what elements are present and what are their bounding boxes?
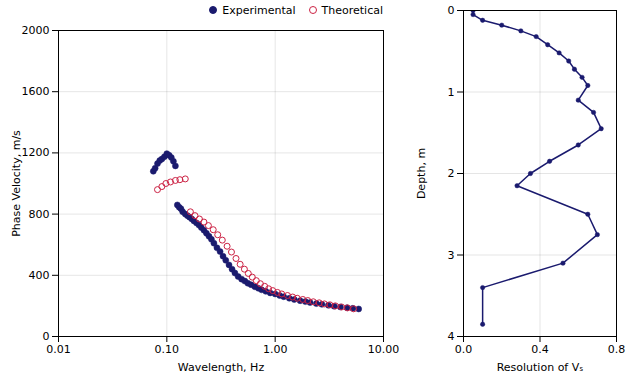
svg-text:0.10: 0.10 bbox=[155, 343, 180, 356]
svg-text:3: 3 bbox=[448, 249, 455, 262]
svg-text:400: 400 bbox=[29, 269, 50, 282]
svg-text:0.8: 0.8 bbox=[608, 343, 626, 356]
svg-text:4: 4 bbox=[448, 330, 455, 343]
svg-text:2: 2 bbox=[448, 167, 455, 180]
svg-text:0: 0 bbox=[448, 4, 455, 17]
svg-text:0.0: 0.0 bbox=[455, 343, 473, 356]
html-text:Theoretical: Theoretical bbox=[321, 3, 383, 17]
svg-text:1.00: 1.00 bbox=[263, 343, 288, 356]
svg-text:2000: 2000 bbox=[22, 24, 50, 37]
svg-text:800: 800 bbox=[29, 208, 50, 221]
svg-text:Depth, m: Depth, m bbox=[415, 148, 428, 199]
svg-text:1: 1 bbox=[448, 86, 455, 99]
svg-text:1600: 1600 bbox=[22, 85, 50, 98]
svg-text:Wavelength, Hz: Wavelength, Hz bbox=[178, 361, 265, 374]
svg-text:0: 0 bbox=[43, 330, 50, 343]
svg-text:0.4: 0.4 bbox=[531, 343, 549, 356]
svg-text:0.01: 0.01 bbox=[46, 343, 71, 356]
svg-text:1200: 1200 bbox=[22, 146, 50, 159]
svg-text:Resolution of Vₛ: Resolution of Vₛ bbox=[497, 361, 584, 374]
svg-text:Phase Velocity, m/s: Phase Velocity, m/s bbox=[10, 130, 23, 237]
svg-text:10.00: 10.00 bbox=[368, 343, 400, 356]
html-text:Experimental: Experimental bbox=[222, 3, 296, 17]
